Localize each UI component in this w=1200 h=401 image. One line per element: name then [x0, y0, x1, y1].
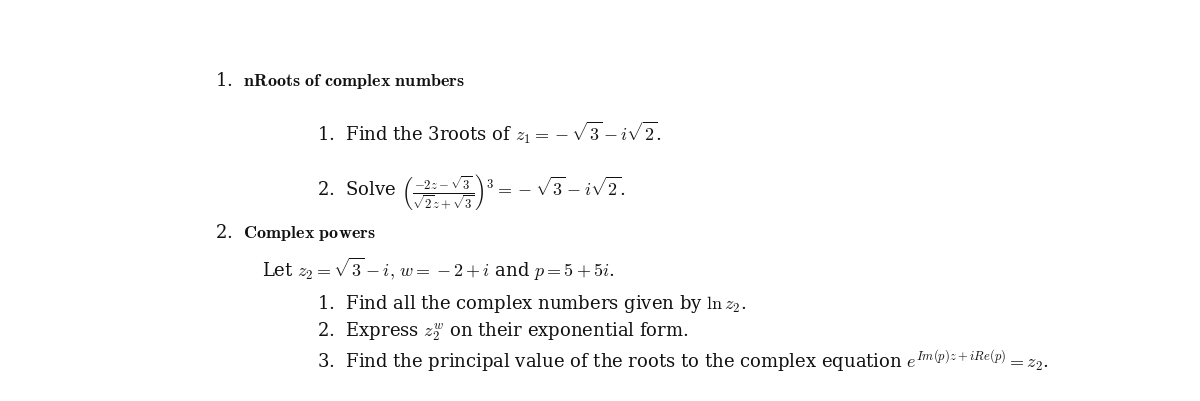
Text: 2.  Express $z_2^w$ on their exponential form.: 2. Express $z_2^w$ on their exponential … — [317, 320, 689, 342]
Text: 2.  $\bf{Complex\ powers}$: 2. $\bf{Complex\ powers}$ — [215, 221, 376, 242]
Text: 1.  $\bf{nRoots\ of\ complex\ numbers}$: 1. $\bf{nRoots\ of\ complex\ numbers}$ — [215, 70, 464, 91]
Text: 1.  Find the 3roots of $z_1 = -\sqrt{3} - i\sqrt{2}$.: 1. Find the 3roots of $z_1 = -\sqrt{3} -… — [317, 119, 662, 145]
Text: 1.  Find all the complex numbers given by $\ln z_2$.: 1. Find all the complex numbers given by… — [317, 292, 746, 314]
Text: 3.  Find the principal value of the roots to the complex equation $e^{Im(p)z+iRe: 3. Find the principal value of the roots… — [317, 348, 1049, 373]
Text: Let $z_2 = \sqrt{3} - i,\/ w = -2 + i$ and $p = 5 + 5i$.: Let $z_2 = \sqrt{3} - i,\/ w = -2 + i$ a… — [262, 255, 614, 282]
Text: 2.  Solve $\left(\frac{-2z-\sqrt{3}}{\sqrt{2}z+\sqrt{3}}\right)^3 = -\sqrt{3} - : 2. Solve $\left(\frac{-2z-\sqrt{3}}{\sqr… — [317, 172, 625, 212]
